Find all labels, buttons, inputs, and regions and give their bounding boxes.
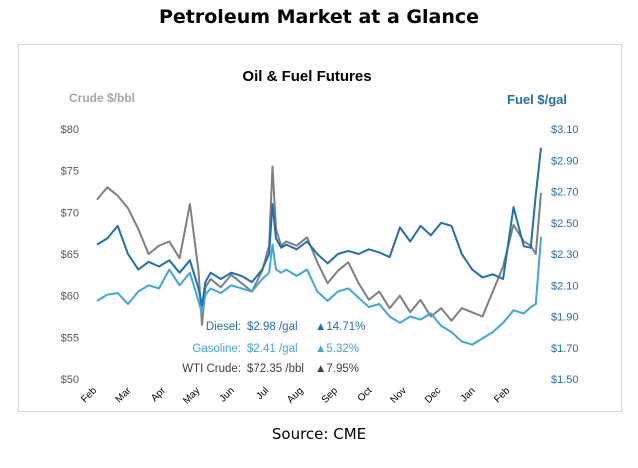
left-tick-label: $65 xyxy=(61,249,79,261)
source-note: Source: CME xyxy=(271,425,367,443)
x-tick-label: Jan xyxy=(459,385,478,404)
chart-panel: Oil & Fuel Futures Crude $/bbl Fuel $/ga… xyxy=(18,44,622,412)
x-tick-label: Nov xyxy=(389,385,409,405)
x-tick-label: Sep xyxy=(320,385,341,406)
x-tick-label: Jun xyxy=(218,385,237,404)
left-tick-label: $50 xyxy=(61,374,79,386)
x-tick-label: Dec xyxy=(423,385,443,405)
left-axis-title: Crude $/bbl xyxy=(69,91,135,105)
x-tick-label: Oct xyxy=(356,385,375,404)
right-tick-label: $2.30 xyxy=(551,249,579,261)
legend-diesel-name: Diesel: xyxy=(206,321,241,333)
legend-diesel-change: ▲14.71% xyxy=(315,321,365,333)
legend-gasoline-name: Gasoline: xyxy=(192,343,241,355)
left-tick-label: $55 xyxy=(61,332,79,344)
futures-chart: Oil & Fuel Futures Crude $/bbl Fuel $/ga… xyxy=(61,68,579,406)
x-tick-label: Jul xyxy=(254,385,271,402)
left-tick-label: $60 xyxy=(61,291,79,303)
right-tick-label: $2.10 xyxy=(551,280,579,292)
right-tick-label: $2.90 xyxy=(551,155,579,167)
wti-crude-line xyxy=(96,165,542,326)
gasoline-line xyxy=(96,236,542,346)
chart-title: Oil & Fuel Futures xyxy=(242,68,371,85)
right-tick-label: $3.10 xyxy=(551,124,579,136)
left-tick-label: $80 xyxy=(61,124,79,136)
legend-gasoline-change: ▲5.32% xyxy=(315,343,359,355)
x-tick-label: Aug xyxy=(285,385,305,405)
x-tick-label: Mar xyxy=(114,385,134,405)
right-tick-label: $1.50 xyxy=(551,374,579,386)
left-tick-label: $70 xyxy=(61,207,79,219)
diesel-line xyxy=(96,147,542,307)
right-tick-label: $1.90 xyxy=(551,312,579,324)
x-tick-label: Feb xyxy=(79,385,99,405)
legend-crude-value: $72.35 /bbl xyxy=(247,363,304,375)
right-tick-label: $2.70 xyxy=(551,187,579,199)
page-title: Petroleum Market at a Glance xyxy=(158,6,480,28)
right-axis-title: Fuel $/gal xyxy=(507,92,567,107)
x-tick-label: Apr xyxy=(149,385,168,404)
right-tick-label: $1.70 xyxy=(551,343,579,355)
left-tick-label: $75 xyxy=(61,166,79,178)
legend-diesel-value: $2.98 /gal xyxy=(247,321,298,333)
legend-crude-name: WTI Crude: xyxy=(182,363,241,375)
legend-crude-change: ▲7.95% xyxy=(315,363,359,375)
right-tick-label: $2.50 xyxy=(551,218,579,230)
legend-gasoline-value: $2.41 /gal xyxy=(247,343,298,355)
x-tick-label: May xyxy=(181,385,202,406)
x-tick-label: Feb xyxy=(492,385,512,405)
